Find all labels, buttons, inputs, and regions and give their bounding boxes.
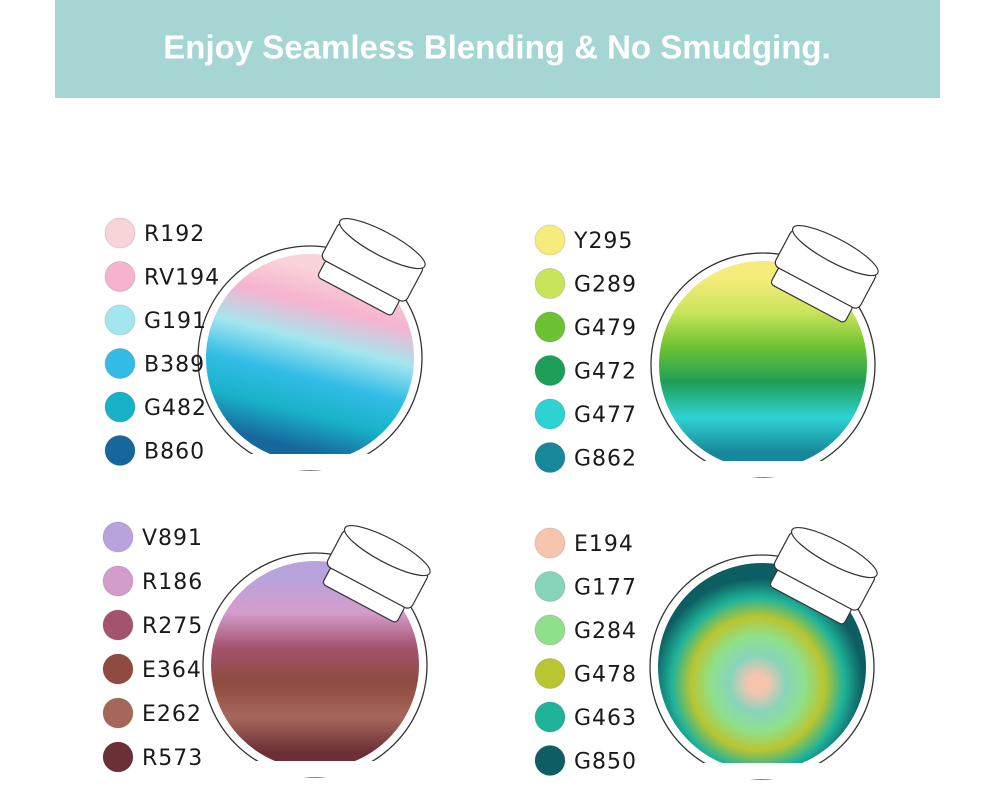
jar-ink	[206, 254, 414, 462]
swatch-code: G289	[574, 273, 637, 298]
swatch-code: G463	[574, 706, 637, 731]
jar-cap	[317, 218, 426, 316]
swatch	[104, 435, 136, 466]
jar-base	[250, 454, 370, 470]
jar-cap	[322, 525, 431, 623]
jar-ink	[658, 563, 866, 771]
swatch-code: G478	[574, 663, 637, 688]
swatch	[534, 268, 566, 299]
swatch-code: B389	[144, 353, 205, 378]
swatch	[102, 521, 134, 553]
swatch	[534, 571, 566, 602]
cap-top	[791, 225, 879, 277]
jar-base	[702, 763, 822, 779]
swatch	[534, 355, 566, 386]
swatch	[104, 261, 136, 292]
swatch-code: E194	[574, 532, 634, 557]
jar	[202, 525, 431, 778]
swatch-code: G472	[574, 360, 637, 385]
banner	[55, 0, 940, 98]
swatch-code: RV194	[144, 266, 220, 291]
swatch	[534, 701, 566, 733]
swatch-code: B860	[144, 440, 205, 465]
swatch	[104, 348, 136, 379]
swatch-code: E262	[142, 702, 202, 727]
color-group: V891 R186 R275 E364 E262 R573	[102, 521, 431, 778]
jar-cap	[769, 527, 878, 625]
swatch-code: E364	[142, 658, 202, 683]
swatch-code: R192	[144, 222, 205, 247]
swatch	[102, 565, 134, 597]
swatch-code: G482	[144, 396, 207, 421]
color-group: E194 G177 G284 G478 G463 G850	[534, 527, 878, 780]
swatch-code: G284	[574, 619, 637, 644]
swatch	[534, 442, 566, 473]
swatch	[534, 745, 566, 776]
swatch	[104, 217, 136, 249]
swatch	[534, 398, 566, 430]
swatch-code: G479	[574, 316, 637, 341]
jar	[649, 527, 878, 780]
swatch-code: R573	[142, 746, 203, 771]
color-group: R192 RV194 G191 B389 G482 B860	[104, 217, 426, 471]
swatch	[534, 224, 566, 256]
color-group: Y295 G289 G479 G472 G477 G862	[534, 224, 879, 478]
swatch-code: R275	[142, 614, 203, 639]
jar-ink	[211, 561, 419, 769]
swatch	[534, 527, 566, 559]
swatch	[534, 614, 566, 646]
cap-top	[338, 218, 426, 270]
swatch-code: G177	[574, 576, 637, 601]
jar	[197, 218, 426, 471]
swatch-code: V891	[142, 526, 203, 551]
cap-top	[343, 525, 431, 577]
swatch	[102, 697, 134, 729]
banner-title: Enjoy Seamless Blending & No Smudging.	[163, 29, 830, 66]
jar-ink	[659, 261, 867, 469]
swatch	[104, 304, 136, 336]
swatch	[104, 391, 136, 423]
swatch-code: G191	[144, 309, 207, 334]
swatch-code: G862	[574, 447, 637, 472]
swatch	[102, 609, 134, 641]
swatch	[102, 653, 134, 685]
swatch	[534, 311, 566, 343]
jar-cap	[770, 225, 879, 323]
jar	[650, 225, 879, 478]
swatch	[534, 658, 566, 689]
swatch	[102, 741, 134, 773]
jar-base	[703, 461, 823, 477]
swatch-code: G850	[574, 750, 637, 775]
jar-base	[255, 761, 375, 777]
swatch-code: R186	[142, 570, 203, 595]
swatch-code: Y295	[573, 229, 633, 254]
cap-top	[790, 527, 878, 579]
swatch-code: G477	[574, 403, 637, 428]
